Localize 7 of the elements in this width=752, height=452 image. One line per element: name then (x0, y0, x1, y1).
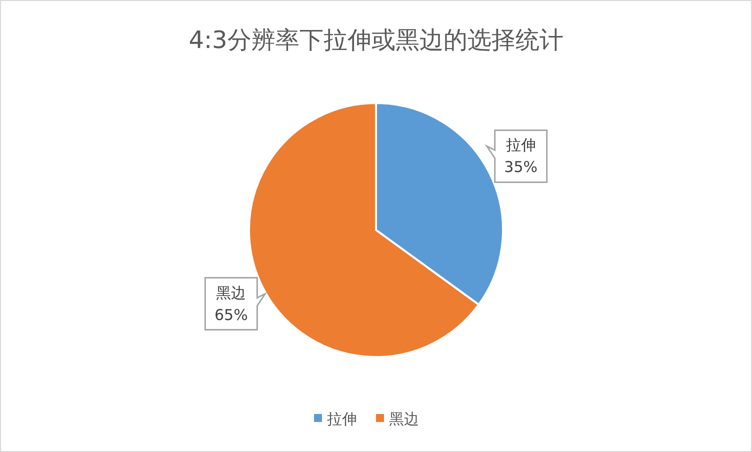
data-label: 65% (214, 306, 248, 324)
data-label: 35% (504, 158, 538, 176)
slice-label: 黑边 (216, 284, 246, 302)
legend-label: 拉伸 (327, 410, 357, 428)
legend-label: 黑边 (389, 410, 419, 428)
chart-title: 4:3分辨率下拉伸或黑边的选择统计 (188, 26, 564, 54)
slice-label: 拉伸 (506, 136, 536, 154)
